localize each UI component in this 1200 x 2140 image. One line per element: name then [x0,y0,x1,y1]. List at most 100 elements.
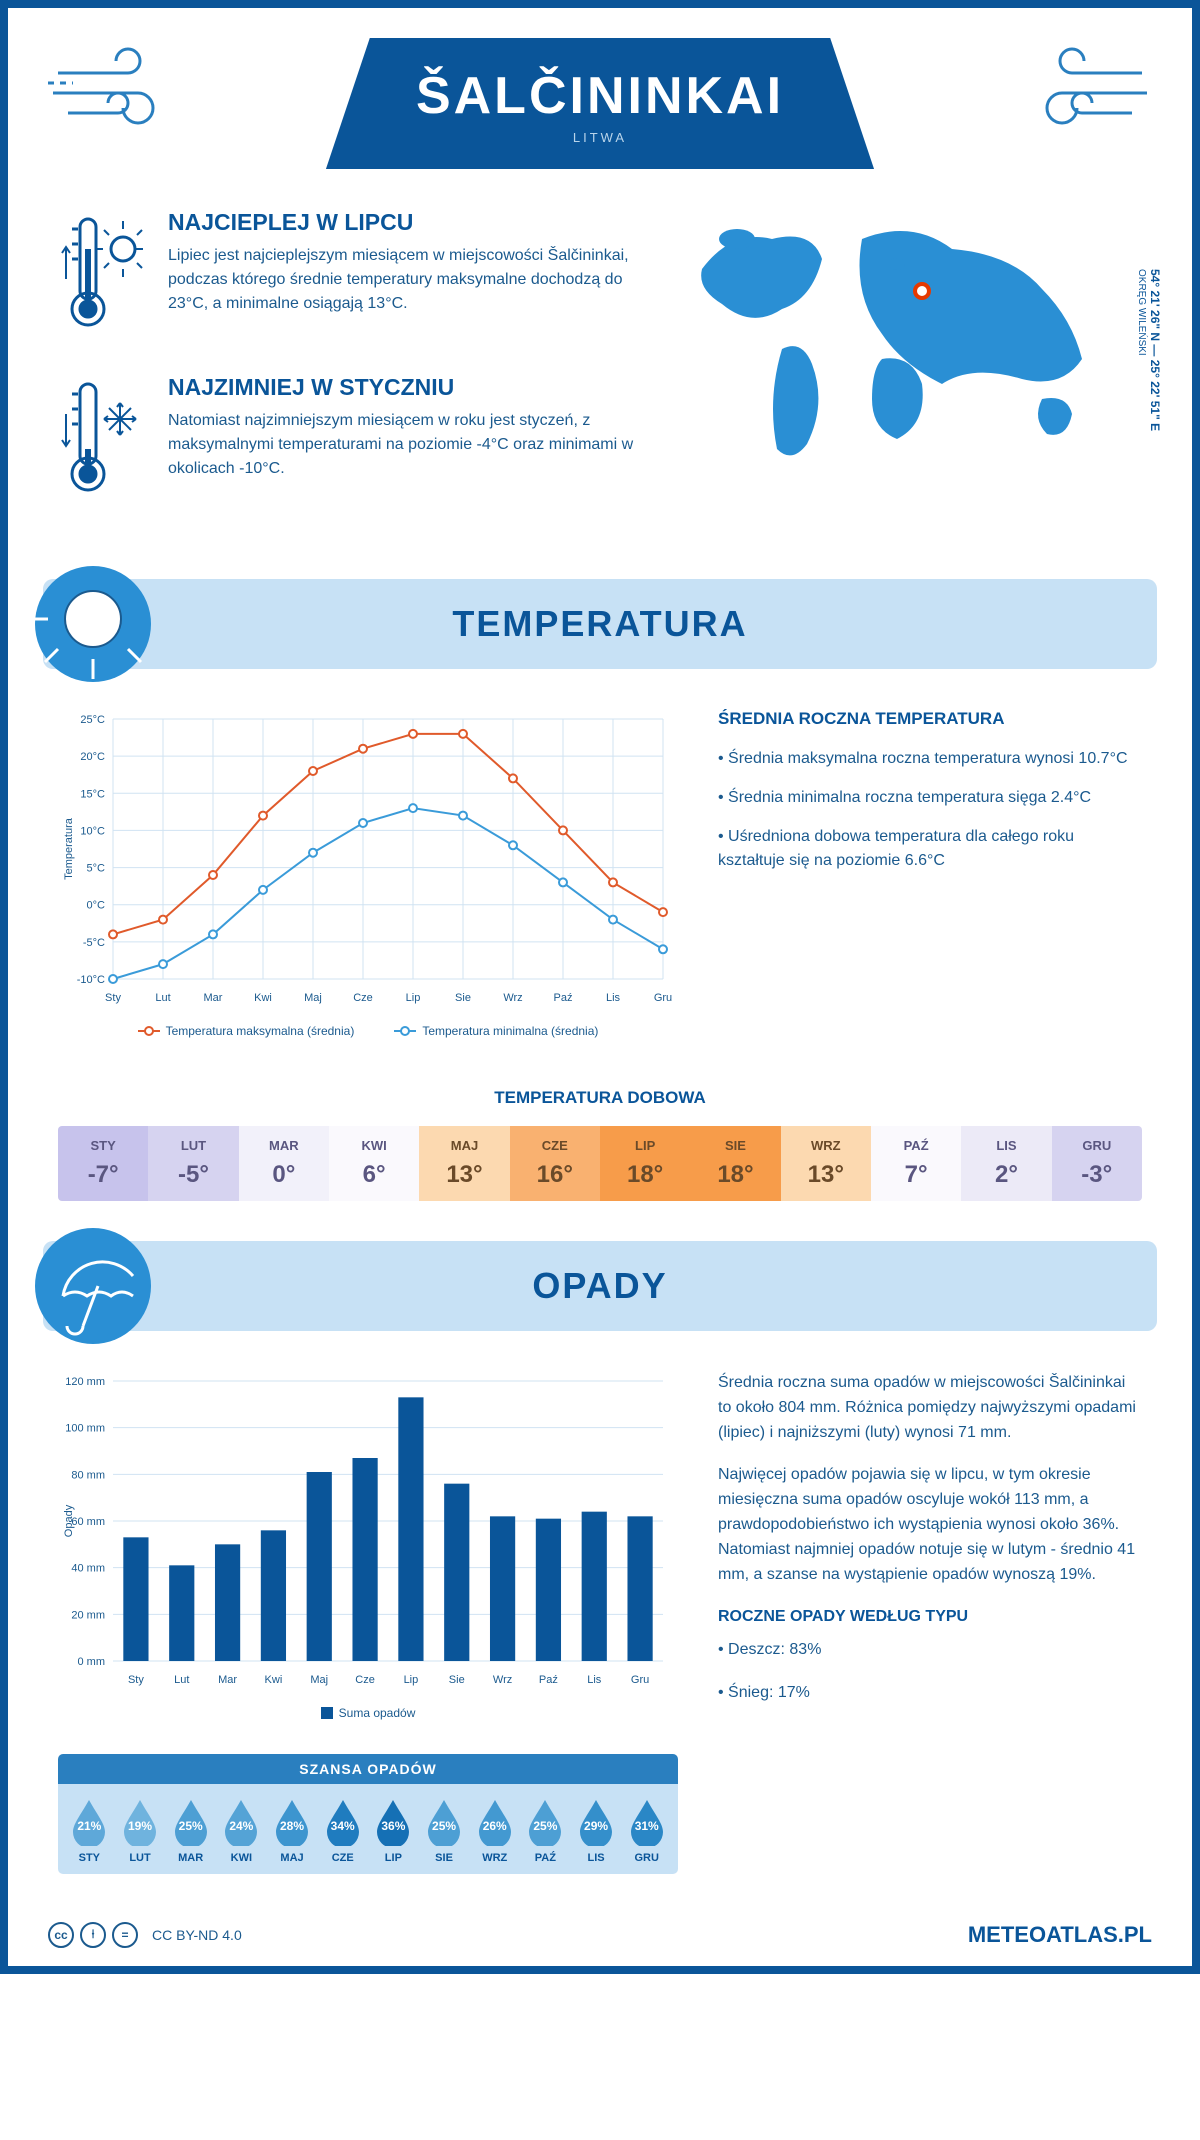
overview: NAJCIEPLEJ W LIPCU Lipiec jest najcieple… [8,189,1192,579]
szansa-cell: 24% KWI [216,1798,267,1864]
fact-cold-title: NAJZIMNIEJ W STYCZNIU [168,374,642,401]
svg-text:80 mm: 80 mm [71,1469,105,1481]
svg-text:Gru: Gru [654,992,672,1004]
dobowa-cell: WRZ13° [781,1126,871,1201]
svg-text:Lis: Lis [606,992,621,1004]
dobowa-cell: PAŹ7° [871,1126,961,1201]
dobowa-cell: SIE18° [690,1126,780,1201]
cc-icon: cc [48,1922,74,1948]
svg-text:Temperatura: Temperatura [63,817,75,880]
svg-text:120 mm: 120 mm [65,1376,105,1388]
dobowa-cell: GRU-3° [1052,1126,1142,1201]
svg-text:-5°C: -5°C [83,937,105,949]
fact-hot-text: Lipiec jest najcieplejszym miesiącem w m… [168,244,642,316]
szansa-cell: 34% CZE [317,1798,368,1864]
temp-info-line: • Średnia maksymalna roczna temperatura … [718,747,1142,772]
precipitation-chart: 0 mm 20 mm 40 mm 60 mm 80 mm 100 mm 120 mm Sty L… [58,1371,678,1724]
svg-text:10°C: 10°C [80,825,105,837]
dobowa-cell: MAJ13° [419,1126,509,1201]
svg-text:15°C: 15°C [80,788,105,800]
szansa-cell: 26% WRZ [469,1798,520,1864]
fact-cold-text: Natomiast najzimniejszym miesiącem w rok… [168,409,642,481]
szansa-cell: 21% STY [64,1798,115,1864]
svg-text:Kwi: Kwi [265,1674,283,1686]
umbrella-icon [33,1226,153,1346]
svg-text:60 mm: 60 mm [71,1516,105,1528]
legend-max: Temperatura maksymalna (średnia) [138,1024,355,1038]
svg-text:Lip: Lip [406,992,421,1004]
header: ŠALČININKAI LITWA [8,8,1192,189]
szansa-cell: 25% SIE [419,1798,470,1864]
svg-text:Paź: Paź [554,992,573,1004]
temperature-chart: -10°C -5°C 0°C 5°C 10°C 15°C 20°C 25°C Sty Lut Mar… [58,709,678,1038]
svg-text:5°C: 5°C [87,863,106,875]
szansa-cell: 19% LUT [115,1798,166,1864]
dobowa-cell: LIS2° [961,1126,1051,1201]
svg-text:Sie: Sie [455,992,471,1004]
city-name: ŠALČININKAI [416,66,784,126]
coordinates: 54° 21' 26" N — 25° 22' 51" E OKRĘG WILE… [1134,269,1162,431]
world-map [682,209,1102,469]
thermometer-cold-icon [58,374,148,509]
nd-icon: = [112,1922,138,1948]
temp-info-line: • Uśredniona dobowa temperatura dla całe… [718,825,1142,875]
svg-text:20°C: 20°C [80,751,105,763]
svg-text:40 mm: 40 mm [71,1563,105,1575]
svg-text:Paź: Paź [539,1674,558,1686]
svg-text:Sie: Sie [449,1674,465,1686]
svg-text:Mar: Mar [218,1674,237,1686]
sun-icon [33,564,153,684]
szansa-cell: 28% MAJ [267,1798,318,1864]
opady-type-line: • Deszcz: 83% [718,1638,1142,1663]
legend-opady: Suma opadów [321,1706,416,1720]
precipitation-chance: SZANSA OPADÓW 21% STY 19% LUT 25% MAR 24… [58,1754,678,1874]
opady-type-line: • Śnieg: 17% [718,1681,1142,1706]
szansa-cell: 31% GRU [621,1798,672,1864]
svg-text:Mar: Mar [204,992,223,1004]
svg-text:Cze: Cze [353,992,373,1004]
thermometer-hot-icon [58,209,148,344]
szansa-title: SZANSA OPADÓW [58,1754,678,1784]
fact-hot-title: NAJCIEPLEJ W LIPCU [168,209,642,236]
svg-text:20 mm: 20 mm [71,1609,105,1621]
svg-text:100 mm: 100 mm [65,1423,105,1435]
svg-text:Sty: Sty [128,1674,144,1686]
license: cc ⍿ = CC BY-ND 4.0 [48,1922,242,1948]
dobowa-cell: CZE16° [510,1126,600,1201]
map-pin [913,282,931,300]
szansa-cell: 29% LIS [571,1798,622,1864]
svg-text:Maj: Maj [304,992,322,1004]
svg-text:-10°C: -10°C [77,974,105,986]
svg-text:Kwi: Kwi [254,992,272,1004]
svg-text:Opady: Opady [63,1504,75,1537]
dobowa-cell: KWI6° [329,1126,419,1201]
section-opady: OPADY [43,1241,1157,1331]
svg-text:Gru: Gru [631,1674,649,1686]
svg-text:Maj: Maj [310,1674,328,1686]
fact-cold: NAJZIMNIEJ W STYCZNIU Natomiast najzimni… [58,374,642,509]
country-name: LITWA [416,130,784,145]
fact-hot: NAJCIEPLEJ W LIPCU Lipiec jest najcieple… [58,209,642,344]
svg-text:Wrz: Wrz [503,992,522,1004]
footer: cc ⍿ = CC BY-ND 4.0 METEOATLAS.PL [8,1904,1192,1966]
svg-text:25°C: 25°C [80,714,105,726]
svg-text:Lis: Lis [587,1674,602,1686]
szansa-cell: 25% MAR [165,1798,216,1864]
svg-text:Cze: Cze [355,1674,375,1686]
svg-text:0°C: 0°C [87,900,106,912]
dobowa-cell: STY-7° [58,1126,148,1201]
svg-text:Lut: Lut [155,992,170,1004]
svg-text:Wrz: Wrz [493,1674,512,1686]
section-temperatura: TEMPERATURA [43,579,1157,669]
svg-text:Sty: Sty [105,992,121,1004]
city-banner: ŠALČININKAI LITWA [326,38,874,169]
section-title: OPADY [43,1265,1157,1307]
dobowa-table: STY-7° LUT-5° MAR0° KWI6° MAJ13° CZE16° … [58,1126,1142,1201]
dobowa-cell: MAR0° [239,1126,329,1201]
svg-text:0 mm: 0 mm [78,1656,106,1668]
temperature-info: ŚREDNIA ROCZNA TEMPERATURA • Średnia mak… [718,709,1142,1038]
svg-text:Lip: Lip [404,1674,419,1686]
wind-icon-left [48,38,188,138]
svg-text:Lut: Lut [174,1674,189,1686]
szansa-cell: 25% PAŹ [520,1798,571,1864]
